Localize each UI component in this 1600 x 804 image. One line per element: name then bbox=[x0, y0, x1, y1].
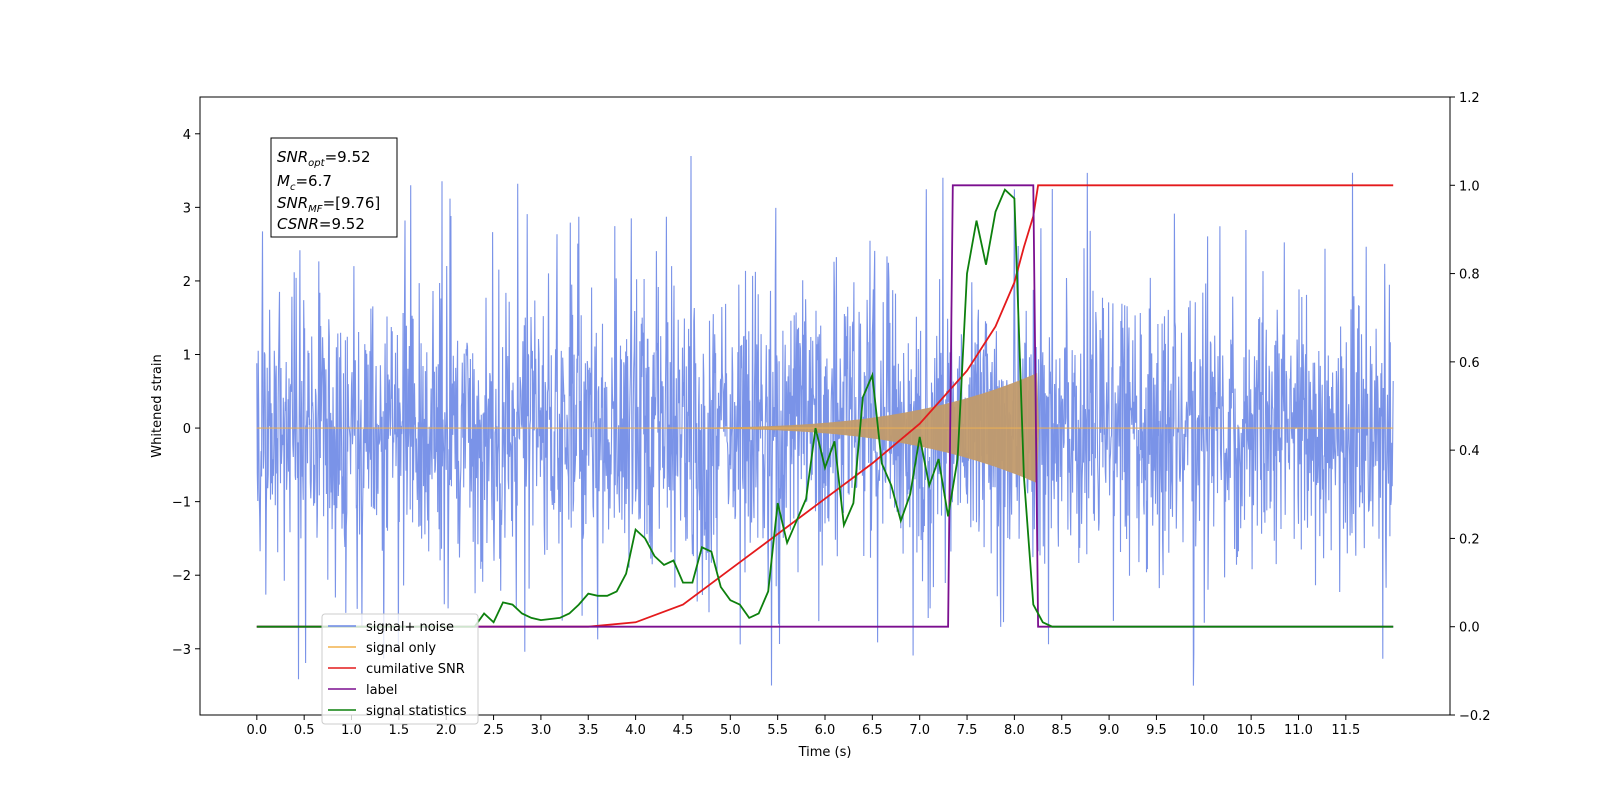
y-right-tick-label: 1.0 bbox=[1459, 179, 1480, 194]
y-left-tick-label: −3 bbox=[172, 643, 191, 658]
y-axis-right: −0.2 0.0 0.2 0.4 0.6 0.8 1.0 1.2 bbox=[1450, 91, 1491, 724]
legend-label-signal-only: signal only bbox=[366, 641, 436, 656]
legend-label-signal-noise: signal+ noise bbox=[366, 620, 454, 635]
legend-frame bbox=[321, 613, 479, 725]
y-left-tick-label: 3 bbox=[183, 201, 191, 216]
x-axis-label: Time (s) bbox=[798, 745, 852, 760]
x-tick-label: 9.0 bbox=[1099, 723, 1120, 738]
signal-statistics-line bbox=[256, 188, 1394, 628]
x-tick-label: 3.5 bbox=[578, 723, 599, 738]
x-tick-label: 3.0 bbox=[531, 723, 552, 738]
x-tick-label: 0.5 bbox=[294, 723, 315, 738]
x-tick-label: 5.5 bbox=[767, 723, 788, 738]
y-left-tick-label: 1 bbox=[183, 349, 191, 364]
x-tick-label: 7.5 bbox=[957, 723, 978, 738]
signal-only-series bbox=[256, 373, 1394, 484]
x-tick-label: 0.0 bbox=[246, 723, 267, 738]
x-tick-label: 10.0 bbox=[1189, 723, 1218, 738]
right-axis-series bbox=[256, 184, 1394, 628]
legend-label-cumulative-snr: cumilative SNR bbox=[366, 662, 465, 677]
x-tick-label: 6.0 bbox=[815, 723, 836, 738]
x-tick-label: 1.5 bbox=[389, 723, 410, 738]
y-left-tick-label: −2 bbox=[172, 569, 191, 584]
signal-plus-noise-series bbox=[256, 155, 1394, 686]
cumulative-snr-line bbox=[256, 184, 1394, 628]
y-right-tick-label: 0.6 bbox=[1459, 356, 1480, 371]
x-tick-label: 11.0 bbox=[1284, 723, 1313, 738]
stat-chirp-mass: Mc=6.7 bbox=[277, 172, 332, 193]
stat-csnr: CSNR=9.52 bbox=[277, 215, 365, 233]
legend: signal+ noise signal only cumilative SNR… bbox=[321, 613, 479, 725]
signal-plus-noise-line bbox=[256, 155, 1394, 686]
y-left-tick-label: 2 bbox=[183, 275, 191, 290]
x-tick-label: 5.0 bbox=[720, 723, 741, 738]
y-right-tick-label: 1.2 bbox=[1459, 91, 1480, 106]
x-tick-label: 2.5 bbox=[483, 723, 504, 738]
legend-label-signal-statistics: signal statistics bbox=[366, 704, 467, 719]
y-axis-label: Whitened strain bbox=[150, 354, 165, 457]
x-tick-label: 7.0 bbox=[909, 723, 930, 738]
stats-box-frame bbox=[270, 137, 398, 238]
y-right-tick-label: 0.2 bbox=[1459, 532, 1480, 547]
y-left-tick-label: 0 bbox=[183, 422, 191, 437]
stats-box: SNRopt=9.52 Mc=6.7 SNRMF=[9.76] CSNR=9.5… bbox=[270, 137, 398, 238]
x-tick-label: 4.0 bbox=[625, 723, 646, 738]
x-tick-label: 2.0 bbox=[436, 723, 457, 738]
y-axis-left: −3 −2 −1 0 1 2 3 4 bbox=[172, 128, 200, 658]
x-axis: 0.0 0.5 1.0 1.5 2.0 2.5 3.0 3.5 4.0 4.5 5.0 5.5 6.0 6… bbox=[246, 715, 1360, 738]
y-right-tick-label: −0.2 bbox=[1459, 709, 1491, 724]
y-right-tick-label: 0.8 bbox=[1459, 268, 1480, 283]
y-right-tick-label: 0.4 bbox=[1459, 444, 1480, 459]
y-left-tick-label: 4 bbox=[183, 128, 191, 143]
stat-snr-mf: SNRMF=[9.76] bbox=[277, 194, 380, 215]
x-tick-label: 1.0 bbox=[341, 723, 362, 738]
y-right-tick-label: 0.0 bbox=[1459, 621, 1480, 636]
y-left-tick-label: −1 bbox=[172, 496, 191, 511]
legend-label-label: label bbox=[366, 683, 397, 698]
x-tick-label: 4.5 bbox=[673, 723, 694, 738]
x-tick-label: 6.5 bbox=[862, 723, 883, 738]
x-tick-label: 8.0 bbox=[1004, 723, 1025, 738]
x-tick-label: 9.5 bbox=[1146, 723, 1167, 738]
stat-snr-opt: SNRopt=9.52 bbox=[277, 148, 371, 169]
x-tick-label: 11.5 bbox=[1331, 723, 1360, 738]
x-tick-label: 10.5 bbox=[1237, 723, 1266, 738]
x-tick-label: 8.5 bbox=[1051, 723, 1072, 738]
